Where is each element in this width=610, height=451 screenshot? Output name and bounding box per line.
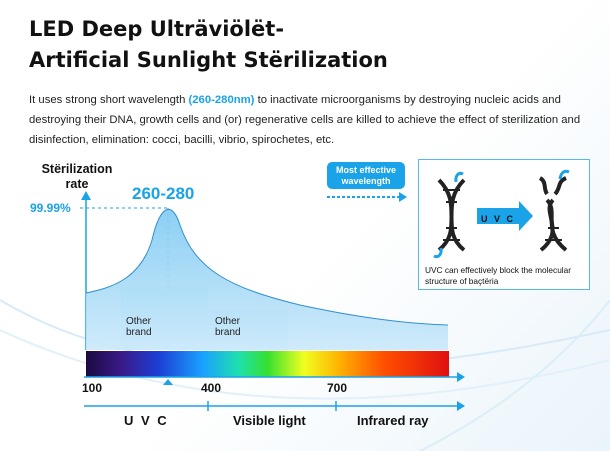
band-visible-light: Visible light xyxy=(233,413,306,428)
dashed-arrow-head xyxy=(399,192,407,202)
sterilization-curve xyxy=(85,208,449,326)
other-brand-label-right: Other brand xyxy=(215,316,241,338)
description: It uses strong short wavelength (260-280… xyxy=(29,90,589,150)
dna-caption: UVC can effectively block the molecular … xyxy=(425,265,572,286)
x-tick-400: 400 xyxy=(201,381,222,395)
band-axis-arrow xyxy=(457,401,465,411)
other-brand-label-left: Other brand xyxy=(126,316,152,338)
dna-helix-left-icon xyxy=(433,171,466,259)
peak-label: 260-280 xyxy=(132,184,195,203)
y-axis-label: Stërilization rate xyxy=(28,162,126,192)
description-before: It uses strong short wavelength xyxy=(29,94,189,106)
page-title: LED Deep Ulträviölët- Artificial Sunligh… xyxy=(29,14,388,76)
uvc-arrow-icon xyxy=(477,201,533,231)
other-brand-right-line2: brand xyxy=(215,327,241,338)
description-after: to inactivate microorganisms by destroyi… xyxy=(29,94,581,146)
other-brand-left-line1: Other xyxy=(126,316,152,327)
band-infrared-ray: Infrared ray xyxy=(357,413,429,428)
title-line-2: Artificial Sunlight Stërilization xyxy=(29,48,388,72)
other-brand-left-line2: brand xyxy=(126,327,152,338)
dna-helix-broken-icon xyxy=(538,169,570,252)
description-highlight: (260-280nm) xyxy=(188,94,255,106)
x-tick-100: 100 xyxy=(82,381,103,395)
x-axis-arrow xyxy=(457,372,465,382)
spectrum-bar xyxy=(86,351,449,377)
sterilization-curve-area xyxy=(86,209,448,350)
other-brand-right-line1: Other xyxy=(215,316,241,327)
most-effective-badge: Most effective wavelength xyxy=(327,162,405,189)
y-tick-label: 99.99% xyxy=(30,201,71,215)
dna-illustration xyxy=(433,169,570,259)
peak-marker xyxy=(163,379,173,385)
dna-panel: U V C UVC can effectively block the mole… xyxy=(418,159,590,290)
x-tick-700: 700 xyxy=(327,381,348,395)
badge-line2: wavelength xyxy=(341,176,391,186)
badge-line1: Most effective xyxy=(335,165,397,175)
y-axis-label-line1: Stërilization xyxy=(41,162,113,176)
uvc-arrow-label: U V C xyxy=(481,214,516,224)
y-axis-arrow xyxy=(81,191,91,200)
title-line-1: LED Deep Ulträviölët- xyxy=(29,17,285,41)
y-axis-label-line2: rate xyxy=(65,177,89,191)
band-uvc: U V C xyxy=(124,413,169,428)
